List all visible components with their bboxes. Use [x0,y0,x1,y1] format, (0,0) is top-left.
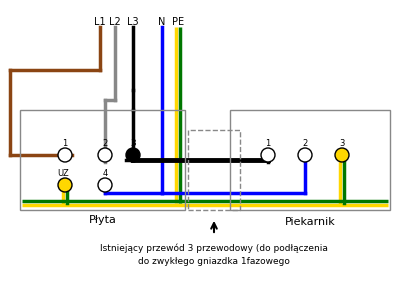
Circle shape [126,148,140,162]
Text: 3: 3 [339,140,345,148]
Bar [20,110,185,210]
Text: 3: 3 [130,140,136,148]
Circle shape [58,178,72,192]
Text: UZ: UZ [57,169,69,178]
Circle shape [298,148,312,162]
Text: Płyta: Płyta [88,215,116,225]
Bar [188,130,240,210]
Text: PE: PE [172,17,184,27]
Text: Istniejący przewód 3 przewodowy (do podłączenia: Istniejący przewód 3 przewodowy (do podł… [100,243,328,253]
Text: N: N [158,17,166,27]
Circle shape [261,148,275,162]
Text: L2: L2 [109,17,121,27]
Bar [230,110,390,210]
Text: 3: 3 [130,140,136,148]
Text: do zwykłego gniazdka 1fazowego: do zwykłego gniazdka 1fazowego [138,257,290,266]
Text: 1: 1 [265,140,271,148]
Text: L3: L3 [127,17,139,27]
Text: 1: 1 [62,140,68,148]
Circle shape [58,148,72,162]
Text: Piekarnik: Piekarnik [285,217,335,227]
Circle shape [335,148,349,162]
Text: 2: 2 [102,140,108,148]
Circle shape [98,178,112,192]
Circle shape [98,148,112,162]
Text: L1: L1 [94,17,106,27]
Text: 4: 4 [102,169,108,178]
Text: 2: 2 [302,140,308,148]
